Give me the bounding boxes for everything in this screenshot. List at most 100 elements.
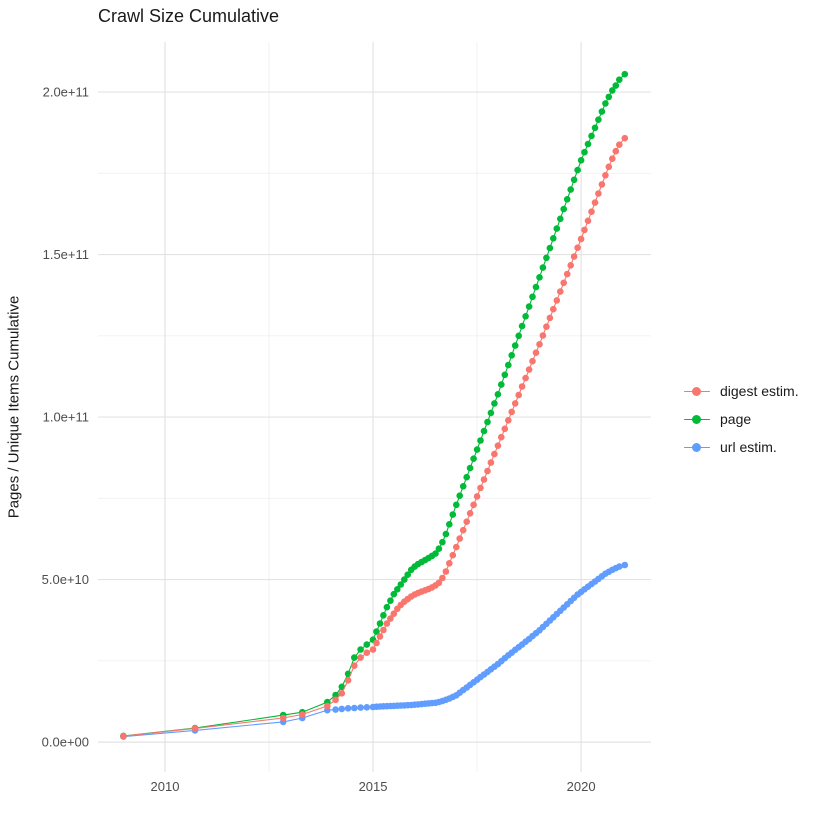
legend-item-digest: digest estim. (684, 377, 799, 405)
data-point-url-estim- (621, 561, 629, 569)
data-point-digest-estim- (363, 649, 371, 656)
data-point-page (581, 148, 588, 156)
data-point-page (380, 612, 387, 619)
data-point-page (480, 427, 488, 435)
data-point-digest-estim- (357, 654, 364, 661)
data-point-digest-estim- (332, 696, 339, 704)
legend-key-page-icon (684, 412, 710, 426)
data-point-page (376, 620, 384, 627)
data-point-digest-estim- (532, 349, 540, 357)
data-point-digest-estim- (459, 526, 467, 534)
data-point-digest-estim- (609, 155, 616, 162)
data-point-page (546, 244, 554, 252)
data-point-digest-estim- (581, 226, 588, 234)
data-point-digest-estim- (574, 244, 581, 251)
data-point-digest-estim- (279, 714, 287, 722)
data-point-page (442, 530, 450, 538)
data-point-page (338, 683, 346, 691)
data-point-page (351, 654, 358, 661)
data-point-page (525, 303, 533, 310)
data-point-page (390, 590, 398, 598)
data-point-digest-estim- (546, 314, 554, 322)
data-point-digest-estim- (522, 374, 529, 382)
data-point-digest-estim- (543, 323, 550, 331)
data-point-page (463, 473, 471, 481)
x-tick-label: 2015 (359, 779, 388, 794)
data-point-digest-estim- (387, 615, 394, 622)
data-point-page (570, 176, 578, 184)
data-point-digest-estim- (494, 442, 502, 450)
data-point-page (473, 446, 481, 453)
x-tick-label: 2010 (151, 779, 180, 794)
data-point-page (574, 166, 581, 174)
data-point-digest-estim- (449, 551, 457, 559)
data-point-page (453, 501, 460, 509)
data-point-url-estim- (363, 704, 371, 711)
data-point-page (621, 70, 629, 78)
data-point-digest-estim- (380, 626, 387, 634)
data-point-page (404, 571, 412, 578)
data-point-digest-estim- (373, 639, 380, 647)
data-point-digest-estim- (515, 391, 522, 399)
data-point-digest-estim- (473, 493, 481, 500)
data-point-page (484, 418, 491, 426)
data-point-digest-estim- (525, 366, 533, 373)
legend-key-digest-icon (684, 384, 710, 398)
data-point-page (498, 381, 505, 388)
data-point-page (459, 483, 467, 490)
data-point-digest-estim- (508, 408, 515, 416)
data-point-page (456, 492, 464, 500)
data-point-url-estim- (357, 704, 364, 711)
data-point-page (446, 521, 453, 528)
data-point-digest-estim- (466, 510, 474, 517)
data-point-digest-estim- (435, 579, 443, 587)
data-point-digest-estim- (621, 134, 629, 142)
legend-label-page: page (720, 411, 752, 427)
data-point-page (553, 225, 561, 232)
data-point-digest-estim- (505, 417, 512, 424)
data-point-url-estim- (332, 706, 339, 713)
data-point-digest-estim- (442, 568, 450, 575)
data-point-url-estim- (351, 704, 358, 712)
data-point-page (373, 628, 380, 635)
data-point-page (466, 464, 474, 472)
legend-item-page: page (684, 405, 799, 433)
data-point-page (508, 352, 515, 359)
data-point-digest-estim- (598, 181, 606, 188)
data-point-digest-estim- (550, 305, 557, 313)
data-point-page (539, 264, 547, 271)
data-point-digest-estim- (595, 190, 602, 197)
data-point-page (560, 205, 567, 213)
data-point-digest-estim- (560, 279, 567, 287)
data-point-page (536, 274, 543, 281)
data-point-page (550, 235, 557, 242)
data-point-digest-estim- (536, 341, 543, 348)
y-tick-label: 5.0e+10 (42, 572, 89, 587)
data-point-digest-estim- (191, 725, 199, 732)
data-point-page (595, 116, 602, 123)
data-point-page (501, 371, 509, 379)
data-point-page (591, 124, 599, 132)
data-point-digest-estim- (491, 450, 498, 458)
data-point-page (363, 641, 371, 648)
data-point-digest-estim- (120, 732, 127, 740)
data-point-page (435, 545, 443, 552)
data-point-digest-estim- (484, 467, 491, 475)
data-point-page (494, 391, 502, 398)
legend-label-url: url estim. (720, 439, 777, 455)
data-point-page (588, 132, 595, 140)
data-point-page (543, 254, 550, 262)
data-point-digest-estim- (563, 270, 571, 278)
data-point-digest-estim- (487, 459, 495, 466)
data-point-digest-estim- (480, 476, 488, 483)
data-point-page (432, 550, 439, 557)
data-point-page (609, 87, 616, 94)
data-point-page (612, 82, 620, 89)
data-point-digest-estim- (453, 543, 460, 551)
y-tick-label: 1.5e+11 (43, 247, 89, 262)
data-point-page (387, 597, 394, 604)
data-point-page (567, 186, 574, 193)
data-point-page (397, 581, 405, 588)
data-point-digest-estim- (498, 433, 505, 441)
